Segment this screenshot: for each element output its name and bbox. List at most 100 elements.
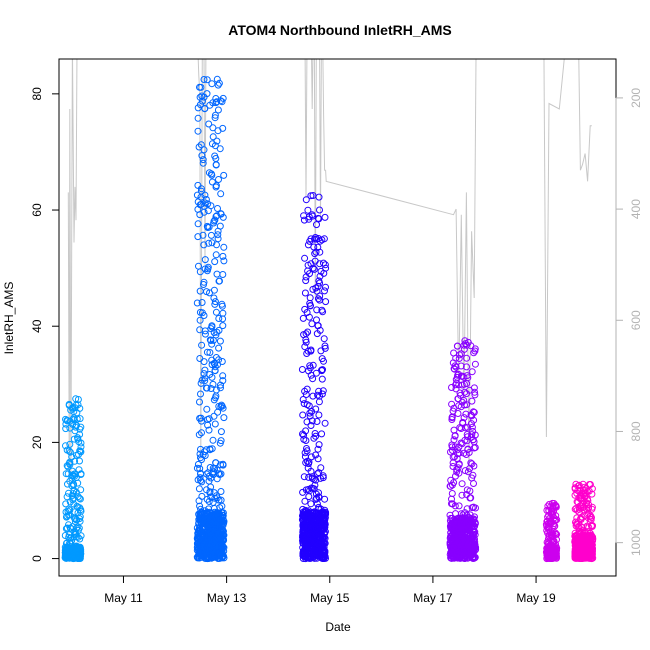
rh-point xyxy=(76,513,84,521)
rh-point xyxy=(471,345,479,353)
rh-cluster xyxy=(542,499,561,563)
rh-point xyxy=(301,254,309,262)
y2-tick-label: 400 xyxy=(629,199,643,219)
rh-point xyxy=(315,235,322,242)
rh-point xyxy=(317,347,325,355)
rh-point xyxy=(195,497,203,505)
rh-point xyxy=(314,445,322,453)
rh-point xyxy=(208,373,216,381)
rh-point xyxy=(303,385,311,393)
rh-point xyxy=(314,509,322,517)
rh-point xyxy=(301,449,309,457)
rh-point xyxy=(208,239,216,247)
rh-point xyxy=(299,396,307,403)
rh-point xyxy=(311,250,319,258)
rh-point xyxy=(321,287,328,295)
rh-point xyxy=(207,519,215,527)
rh-point xyxy=(311,539,319,547)
rh-point xyxy=(217,470,225,478)
rh-point xyxy=(72,451,80,459)
rh-point xyxy=(215,315,223,322)
rh-point xyxy=(307,500,315,508)
rh-point xyxy=(321,342,329,350)
rh-point xyxy=(196,474,204,482)
rh-point xyxy=(451,443,459,451)
rh-point xyxy=(63,554,71,562)
rh-point xyxy=(318,306,326,314)
rh-point xyxy=(300,530,308,538)
rh-point xyxy=(456,351,463,359)
rh-point xyxy=(321,419,329,427)
y-tick-label: 60 xyxy=(30,203,44,217)
rh-point xyxy=(305,215,313,223)
rh-point xyxy=(194,114,202,122)
rh-point xyxy=(200,241,208,249)
rh-point xyxy=(210,412,218,420)
rh-point xyxy=(220,171,228,179)
rh-point xyxy=(210,286,218,294)
rh-point xyxy=(298,366,306,373)
rh-point xyxy=(70,528,78,536)
rh-point xyxy=(301,512,309,520)
rh-point xyxy=(205,505,213,513)
rh-point xyxy=(215,531,223,539)
rh-point xyxy=(300,511,308,519)
rh-point xyxy=(70,414,78,422)
rh-point xyxy=(306,530,314,538)
rh-point xyxy=(455,370,463,378)
rh-point xyxy=(211,420,219,428)
rh-point xyxy=(310,553,318,561)
rh-point xyxy=(194,460,202,468)
rh-point xyxy=(198,417,205,425)
rh-point xyxy=(201,374,209,382)
rh-point xyxy=(213,494,221,502)
rh-point xyxy=(214,127,222,135)
rh-point xyxy=(314,295,322,303)
rh-point xyxy=(209,124,217,132)
rh-point xyxy=(463,431,471,438)
rh-point xyxy=(211,298,219,306)
rh-point xyxy=(207,337,215,344)
rh-point xyxy=(321,539,329,547)
rh-point xyxy=(201,191,209,199)
rh-point xyxy=(218,300,226,308)
rh-point xyxy=(210,359,218,367)
rh-point xyxy=(196,211,204,219)
rh-point xyxy=(453,468,461,476)
rh-point xyxy=(212,161,220,169)
rh-point xyxy=(303,522,311,530)
rh-point xyxy=(312,525,320,533)
rh-point xyxy=(203,267,211,275)
rh-point xyxy=(305,545,313,553)
rh-point xyxy=(212,552,220,560)
rh-point xyxy=(198,299,206,306)
rh-point xyxy=(206,445,214,453)
rh-point xyxy=(300,400,308,408)
rh-point xyxy=(318,520,326,528)
rh-cluster xyxy=(571,480,597,563)
rh-point xyxy=(463,341,471,349)
rh-point xyxy=(207,385,215,392)
rh-point xyxy=(210,489,218,497)
rh-point xyxy=(312,495,320,503)
rh-point xyxy=(201,330,209,338)
rh-point xyxy=(318,375,326,383)
rh-points xyxy=(61,75,597,563)
x-tick-label: May 17 xyxy=(413,591,453,605)
rh-point xyxy=(301,497,309,505)
rh-point xyxy=(205,120,213,128)
y2-tick-label: 800 xyxy=(629,421,643,441)
rh-point xyxy=(461,424,469,432)
rh-point xyxy=(63,550,70,558)
y2-tick-label: 600 xyxy=(629,310,643,330)
rh-point xyxy=(218,526,226,534)
rh-point xyxy=(70,486,78,494)
rh-point xyxy=(212,354,220,361)
rh-point xyxy=(302,486,310,494)
rh-point xyxy=(209,436,217,444)
rh-point xyxy=(201,256,209,264)
rh-point xyxy=(200,146,208,154)
rh-point xyxy=(197,187,205,195)
x-tick-label: May 13 xyxy=(207,591,247,605)
rh-point xyxy=(450,404,458,412)
